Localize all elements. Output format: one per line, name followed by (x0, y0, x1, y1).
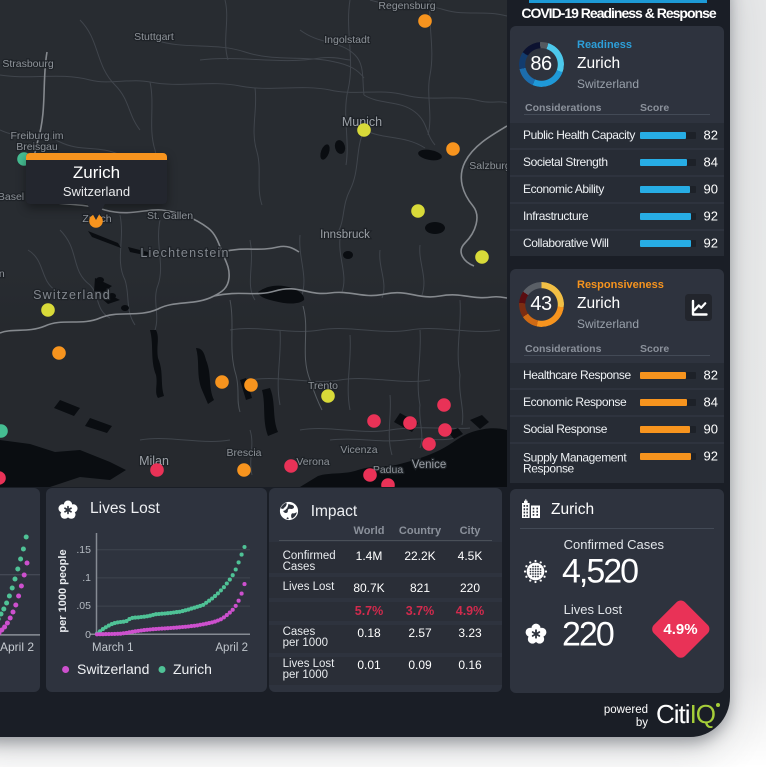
svg-text:Trento: Trento (308, 380, 338, 392)
svg-text:Innsbruck: Innsbruck (320, 229, 370, 241)
svg-text:per 1000 people: per 1000 people (57, 549, 69, 632)
svg-text:Venice: Venice (412, 459, 447, 471)
svg-text:Munich: Munich (342, 115, 382, 129)
svg-text:Verona: Verona (296, 456, 329, 468)
svg-text:.05: .05 (76, 600, 91, 612)
svg-text:Switzerland: Switzerland (33, 288, 111, 302)
svg-text:Lives Lost: Lives Lost (90, 500, 160, 517)
svg-text:Basel: Basel (0, 191, 24, 203)
svg-text:Stuttgart: Stuttgart (134, 31, 174, 43)
svg-text:rn: rn (0, 268, 5, 280)
svg-text:March 1: March 1 (92, 642, 134, 654)
svg-text:Regensburg: Regensburg (378, 0, 435, 12)
svg-text:.1: .1 (82, 572, 91, 584)
svg-text:0: 0 (85, 629, 91, 641)
svg-text:Ingolstadt: Ingolstadt (324, 34, 370, 46)
svg-text:Freiburg im: Freiburg im (10, 130, 63, 142)
svg-text:April 2: April 2 (0, 640, 34, 654)
svg-text:Liechtenstein: Liechtenstein (140, 246, 229, 260)
svg-text:Switzerland: Switzerland (77, 661, 149, 677)
svg-text:April 2: April 2 (215, 642, 248, 654)
svg-text:Padua: Padua (373, 464, 404, 476)
svg-text:Zurich: Zurich (173, 661, 212, 677)
svg-text:Milan: Milan (139, 454, 169, 468)
svg-text:Brescia: Brescia (226, 447, 261, 459)
svg-text:.15: .15 (76, 544, 91, 556)
svg-text:Strasbourg: Strasbourg (2, 58, 54, 70)
svg-text:Breisgau: Breisgau (16, 141, 58, 153)
svg-text:Salzburg: Salzburg (469, 160, 507, 172)
svg-text:Vicenza: Vicenza (340, 444, 377, 456)
svg-text:St. Gallen: St. Gallen (147, 210, 193, 222)
